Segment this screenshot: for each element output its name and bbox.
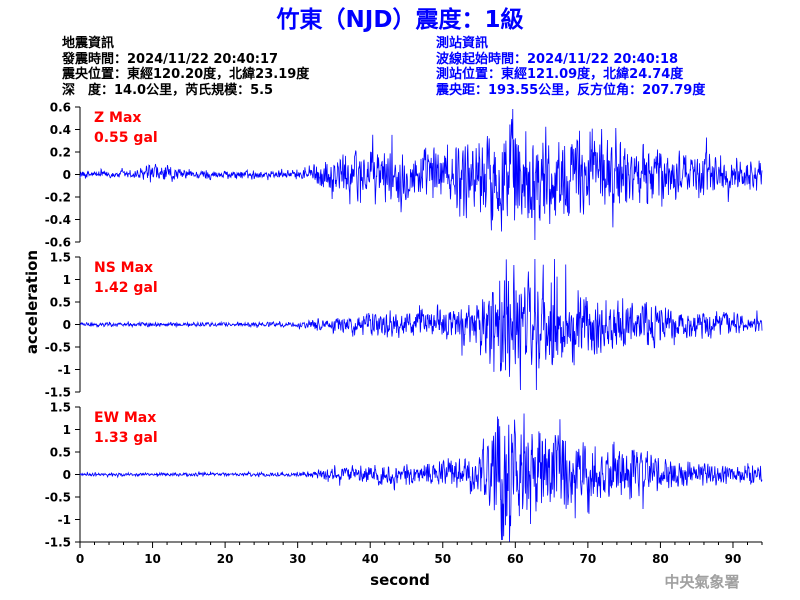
y-tick-label: -1.5 [45, 386, 71, 400]
y-tick-label: 0.4 [50, 123, 71, 137]
x-tick-label: 20 [217, 552, 234, 566]
depth-magnitude: 深 度：14.0公里，芮氏規模：5.5 [62, 82, 274, 98]
trace-ns [79, 259, 763, 390]
y-tick-label: 0.5 [50, 296, 71, 310]
event-info-heading: 地震資訊 [62, 36, 115, 51]
y-tick-label: 1.5 [50, 251, 71, 265]
y-tick-label: -0.5 [45, 341, 71, 355]
x-tick-label: 70 [580, 552, 597, 566]
y-axis-label: acceleration [23, 250, 41, 354]
max-value-ew: 1.33 gal [94, 430, 158, 446]
agency-watermark: 中央氣象署 [664, 573, 739, 591]
x-tick-label: 10 [144, 552, 161, 566]
y-tick-label: 0 [63, 318, 71, 332]
x-tick-label: 0 [76, 552, 84, 566]
max-label-ns: NS Max [94, 260, 153, 276]
y-tick-label: -0.4 [45, 213, 71, 227]
station-info-heading: 測站資訊 [436, 36, 489, 51]
y-tick-label: -0.6 [45, 236, 71, 250]
x-tick-label: 40 [362, 552, 379, 566]
distance-azimuth: 震央距：193.55公里，反方位角：207.79度 [436, 82, 706, 98]
y-tick-label: -0.5 [45, 491, 71, 505]
y-tick-label: -1.5 [45, 536, 71, 550]
epicenter-location: 震央位置：東經120.20度，北緯23.19度 [62, 67, 310, 82]
x-tick-label: 80 [652, 552, 669, 566]
wave-start-time: 波線起始時間：2024/11/22 20:40:18 [436, 51, 679, 67]
trace-z [79, 109, 763, 240]
trace-ew [79, 413, 763, 542]
station-info: 測站資訊 波線起始時間：2024/11/22 20:40:18 測站位置：東經1… [436, 36, 705, 98]
y-tick-label: 0.2 [50, 146, 71, 160]
y-tick-label: 0.6 [50, 101, 71, 115]
y-tick-label: -1 [58, 513, 71, 527]
chart-title: 竹東（NJD）震度：1級 [276, 6, 524, 33]
max-value-ns: 1.42 gal [94, 280, 158, 296]
max-value-z: 0.55 gal [94, 130, 158, 146]
y-tick-label: -1 [58, 363, 71, 377]
max-label-ew: EW Max [94, 410, 156, 426]
panels-layer: 0.6 0.4 0.2 0 -0.2 -0.4 -0.6 Z Max 0.55 gal 1.5 1 0… [45, 101, 763, 550]
x-tick-label: 90 [725, 552, 742, 566]
y-tick-label: 1.5 [50, 401, 71, 415]
x-axis: 0 10 20 30 40 50 60 70 80 90 [76, 541, 763, 566]
origin-time: 發震時間：2024/11/22 20:40:17 [62, 51, 279, 67]
max-label-z: Z Max [94, 110, 141, 126]
y-tick-label: 0 [63, 168, 71, 182]
panel-ns: 1.5 1 0.5 0 -0.5 -1 -1.5 NS Max 1.42 gal [45, 251, 763, 400]
x-tick-label: 50 [434, 552, 451, 566]
x-tick-label: 60 [507, 552, 524, 566]
x-tick-label: 30 [289, 552, 306, 566]
event-info: 地震資訊 發震時間：2024/11/22 20:40:17 震央位置：東經120… [62, 36, 309, 98]
y-tick-label: 0 [63, 468, 71, 482]
panel-z: 0.6 0.4 0.2 0 -0.2 -0.4 -0.6 Z Max 0.55 gal [45, 101, 763, 250]
station-location: 測站位置：東經121.09度，北緯24.74度 [436, 67, 684, 82]
y-tick-label: 1 [63, 273, 71, 287]
y-tick-label: 0.5 [50, 446, 71, 460]
panel-ew: 1.5 1 0.5 0 -0.5 -1 -1.5 EW Max 1.33 gal [45, 401, 763, 550]
y-tick-label: 1 [63, 423, 71, 437]
y-tick-label: -0.2 [45, 191, 71, 205]
x-axis-label: second [370, 571, 430, 589]
